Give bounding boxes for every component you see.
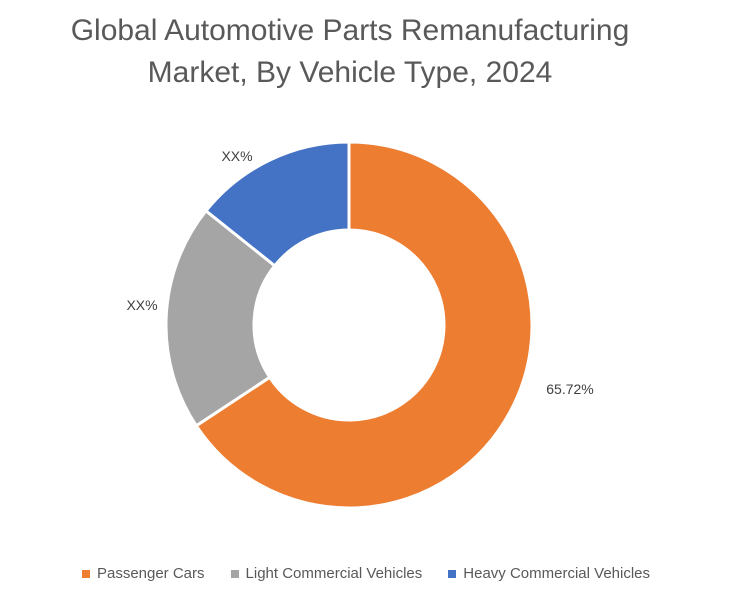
data-label-passenger-cars: 65.72% xyxy=(546,381,593,397)
legend-item-heavy-commercial-vehicles[interactable]: Heavy Commercial Vehicles xyxy=(448,565,650,582)
legend-label: Light Commercial Vehicles xyxy=(245,565,423,582)
legend-swatch xyxy=(448,569,457,578)
legend-label: Passenger Cars xyxy=(96,565,205,582)
data-label-light-commercial-vehicles: XX% xyxy=(126,297,157,313)
legend-swatch xyxy=(81,569,90,578)
legend-item-light-commercial-vehicles[interactable]: Light Commercial Vehicles xyxy=(230,565,423,582)
chart-title-line-2: Market, By Vehicle Type, 2024 xyxy=(147,56,553,89)
data-label-heavy-commercial-vehicles: XX% xyxy=(221,148,252,164)
chart-title: Global Automotive Parts Remanufacturing … xyxy=(0,10,700,94)
donut-chart: 65.72% XX% XX% xyxy=(126,140,594,510)
legend-swatch xyxy=(230,569,239,578)
chart-title-line-1: Global Automotive Parts Remanufacturing xyxy=(70,14,630,47)
legend-label: Heavy Commercial Vehicles xyxy=(463,565,651,582)
donut-slice-heavy-commercial-vehicles[interactable] xyxy=(203,140,351,268)
donut-slice-light-commercial-vehicles[interactable] xyxy=(164,208,277,428)
legend-item-passenger-cars[interactable]: Passenger Cars xyxy=(81,565,205,582)
donut-slice-passenger-cars[interactable] xyxy=(194,140,534,510)
chart-legend: Passenger Cars Light Commercial Vehicles H… xyxy=(0,565,732,582)
